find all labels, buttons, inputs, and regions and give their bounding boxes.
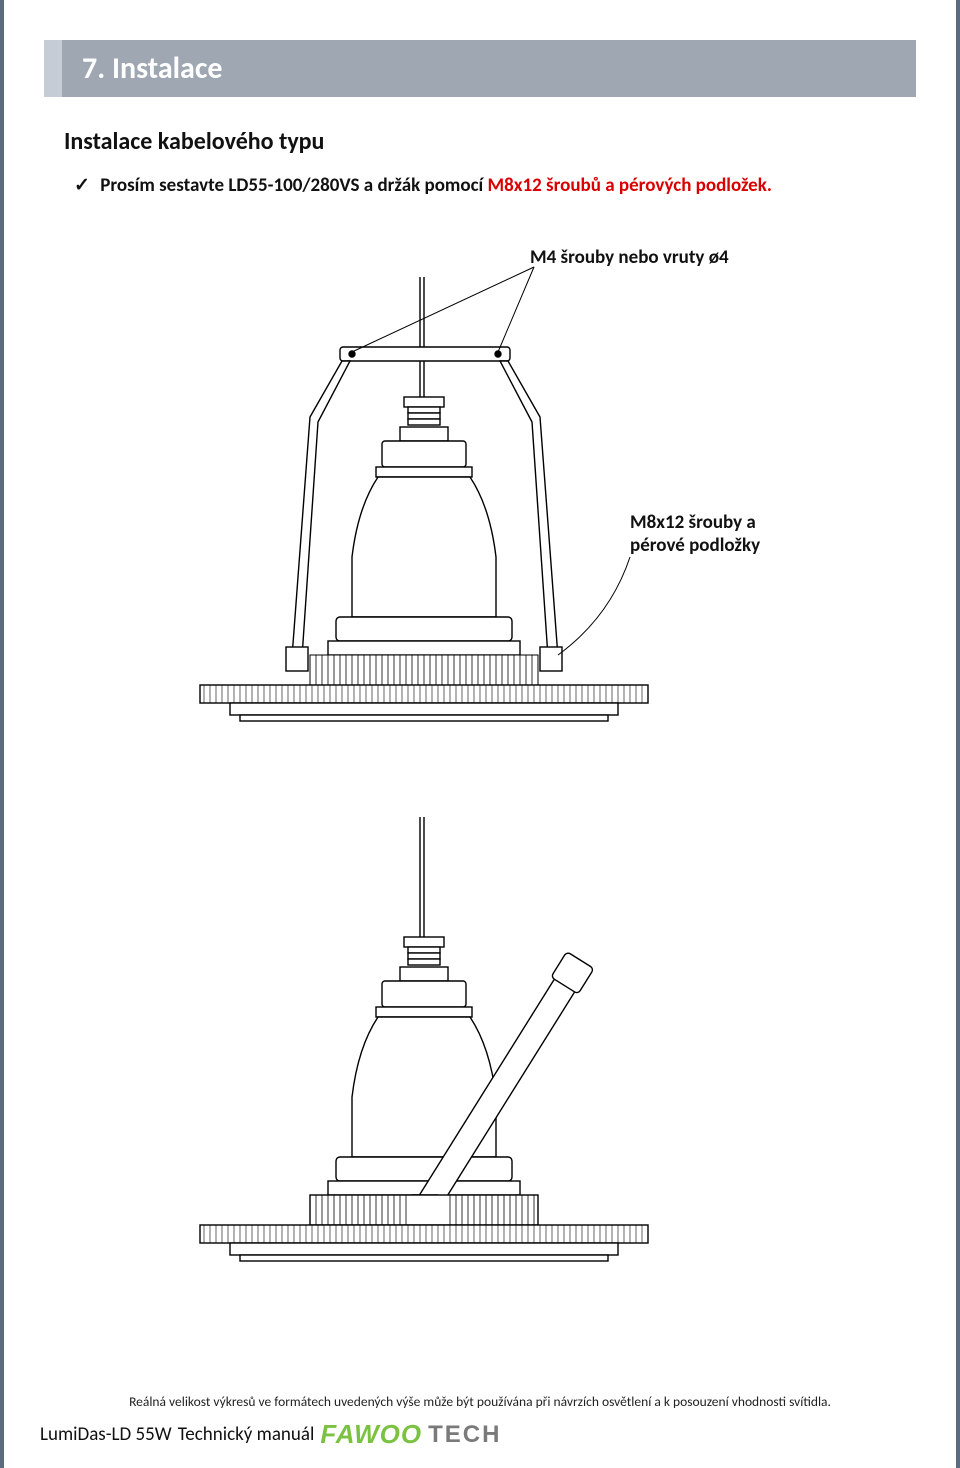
- footer-product: LumiDas-LD 55W: [40, 1423, 172, 1446]
- instruction-text: Prosím sestavte LD55-100/280VS a držák p…: [100, 174, 487, 197]
- section-name: Instalace: [112, 50, 222, 87]
- check-icon: ✓: [74, 174, 90, 197]
- diagram-area: M4 šrouby nebo vruty ø4 M8x12 šrouby a p…: [50, 217, 910, 1317]
- figure-2: [90, 817, 850, 1317]
- instruction-line: ✓ Prosím sestavte LD55-100/280VS a držák…: [74, 174, 896, 197]
- footer-label: Technický manuál: [178, 1423, 315, 1446]
- footer: LumiDas-LD 55W Technický manuál FAWOO TE…: [40, 1419, 501, 1450]
- section-header: 7. Instalace: [44, 40, 916, 97]
- logo-fawoo: FAWOO: [320, 1419, 422, 1450]
- section-number: 7.: [82, 50, 105, 87]
- instruction-highlight: M8x12 šroubů a pérových podložek.: [488, 174, 772, 197]
- logo-tech: TECH: [428, 1421, 501, 1449]
- subheading: Instalace kabelového typu: [64, 127, 896, 156]
- section-title: 7. Instalace: [82, 50, 896, 87]
- figure-1: [90, 257, 850, 777]
- footnote: Reálná velikost výkresů ve formátech uve…: [4, 1393, 956, 1410]
